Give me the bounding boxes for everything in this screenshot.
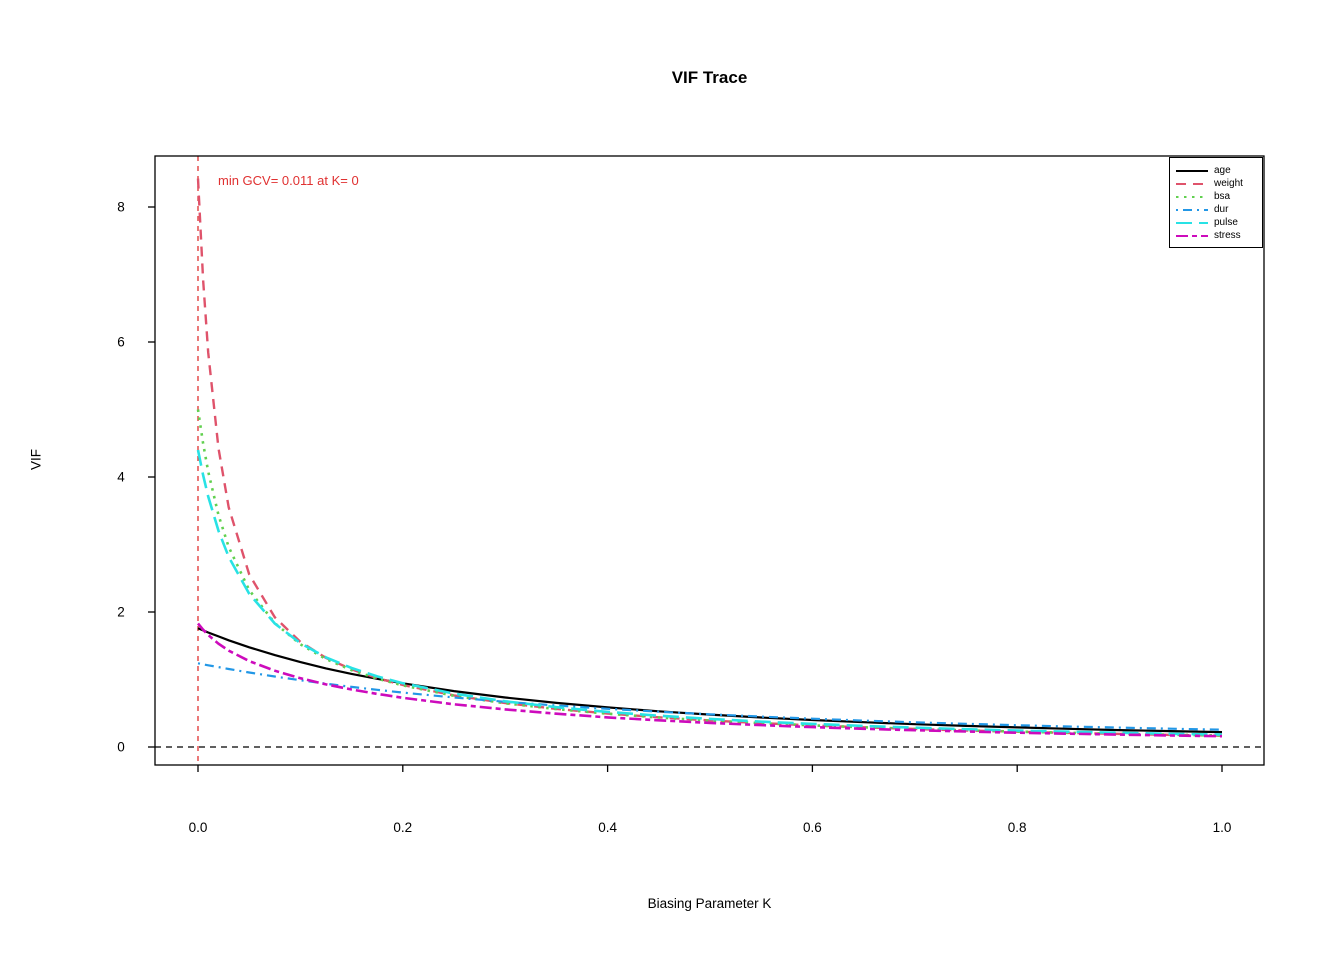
legend-label: bsa (1214, 190, 1231, 202)
legend-item-pulse: pulse (1175, 216, 1256, 229)
legend-label: dur (1214, 203, 1229, 215)
x-tick-label: 0.6 (803, 820, 822, 835)
legend-item-stress: stress (1175, 229, 1256, 242)
x-tick-label: 0.2 (393, 820, 412, 835)
legend-label: age (1214, 164, 1231, 176)
legend-line-weight (1176, 182, 1208, 185)
series-line-weight (196, 178, 1223, 737)
legend-label: pulse (1214, 216, 1238, 228)
legend-line-bsa (1176, 195, 1208, 198)
legend-line-dur (1176, 208, 1208, 211)
legend-line-age (1176, 169, 1208, 172)
x-tick-label: 0.0 (189, 820, 208, 835)
series-line-age (197, 627, 1223, 734)
y-tick-label: 2 (117, 605, 125, 620)
series-line-bsa (196, 409, 1223, 737)
x-tick-label: 1.0 (1213, 820, 1232, 835)
y-tick-label: 0 (117, 740, 125, 755)
y-tick-label: 8 (117, 200, 125, 215)
x-tick-label: 0.8 (1008, 820, 1027, 835)
legend-item-age: age (1175, 164, 1256, 177)
y-tick-label: 4 (117, 470, 125, 485)
series-line-stress (196, 622, 1223, 738)
y-tick-label: 6 (117, 335, 125, 350)
legend-item-bsa: bsa (1175, 190, 1256, 203)
plot-box (154, 155, 1265, 766)
min-gcv-annotation: min GCV= 0.011 at K= 0 (218, 173, 359, 188)
legend-line-pulse (1176, 221, 1208, 224)
legend: age weight bsa dur pulse stress (1169, 157, 1263, 248)
legend-label: weight (1214, 177, 1243, 189)
series-line-pulse (196, 449, 1223, 736)
legend-item-dur: dur (1175, 203, 1256, 216)
chart-title: VIF Trace (671, 68, 748, 87)
legend-line-stress (1176, 234, 1208, 237)
legend-item-weight: weight (1175, 177, 1256, 190)
x-tick-label: 0.4 (598, 820, 617, 835)
x-axis-label: Biasing Parameter K (647, 896, 772, 911)
legend-label: stress (1214, 229, 1241, 241)
